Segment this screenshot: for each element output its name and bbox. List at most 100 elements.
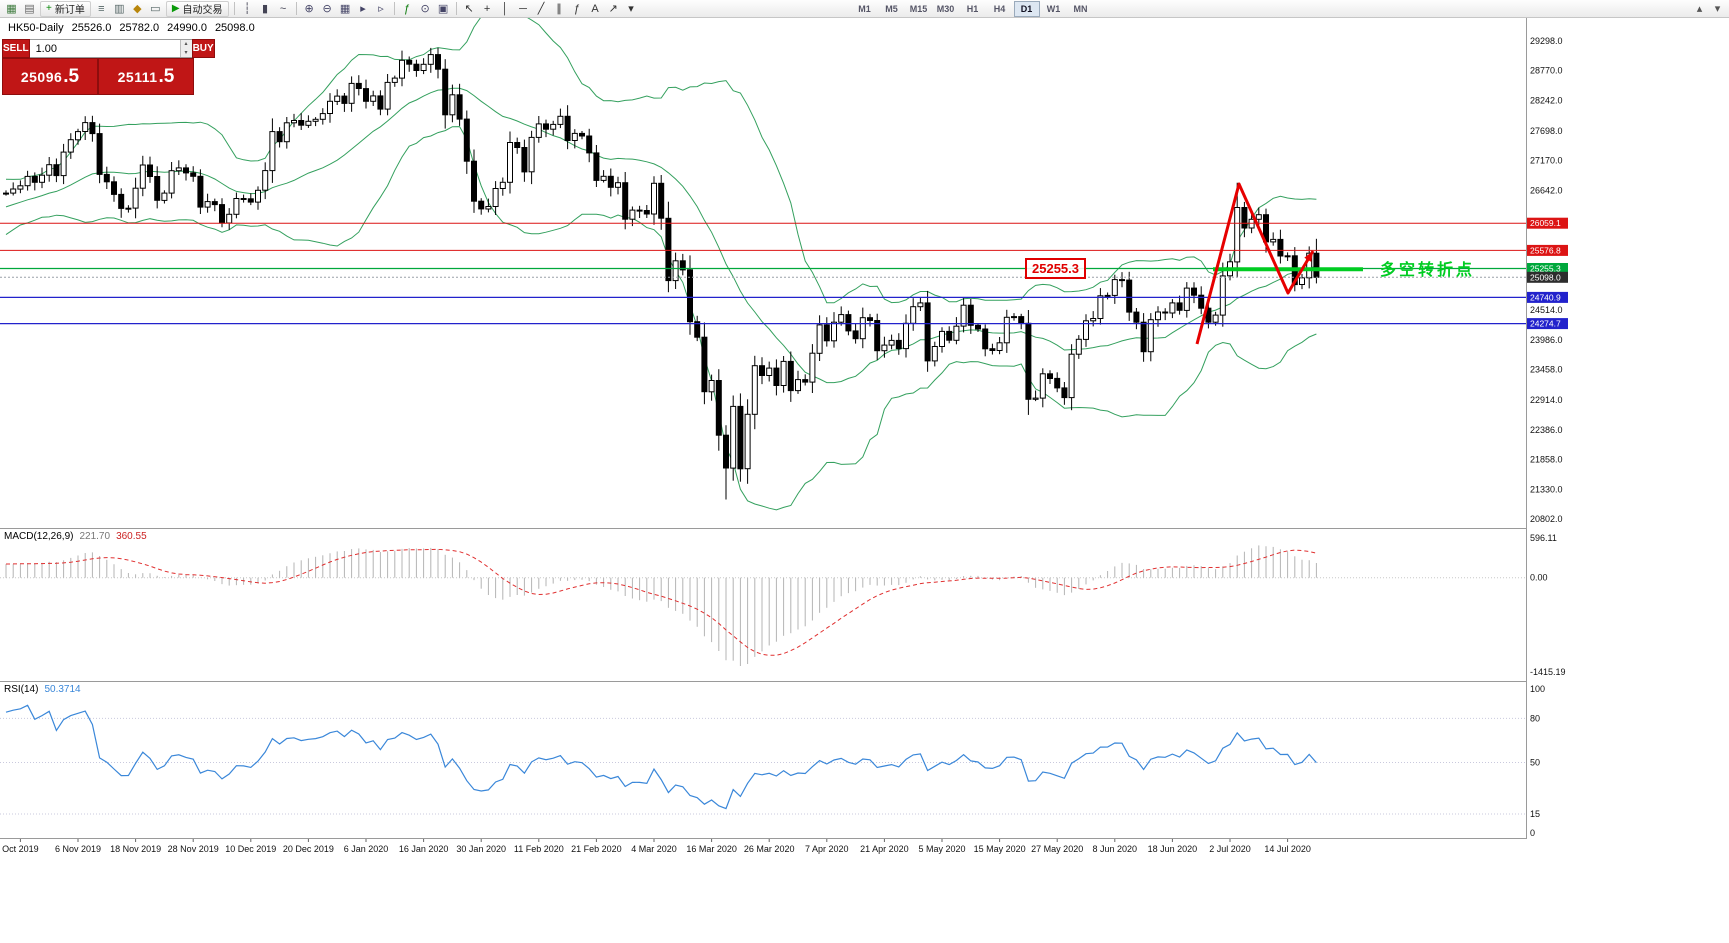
arrows-icon[interactable]: ↗ <box>608 3 618 15</box>
svg-text:6 Nov 2019: 6 Nov 2019 <box>55 844 101 854</box>
profiles-icon[interactable]: ▤ <box>24 3 35 15</box>
channel-icon[interactable]: ∥ <box>556 3 562 15</box>
svg-text:8 Jun 2020: 8 Jun 2020 <box>1093 844 1138 854</box>
svg-text:7 Apr 2020: 7 Apr 2020 <box>805 844 849 854</box>
templates-icon[interactable]: ▣ <box>437 3 449 15</box>
ohlc-high: 25782.0 <box>119 22 160 34</box>
one-click-trading-panel: SELL ▴▾ BUY 25096.5 25111.5 <box>2 39 215 95</box>
new-order-button[interactable]: + 新订单 <box>40 0 91 17</box>
svg-text:15 May 2020: 15 May 2020 <box>974 844 1026 854</box>
macd-signal-value: 360.55 <box>116 531 147 542</box>
volume-input[interactable] <box>29 40 180 57</box>
price-axis[interactable] <box>1527 18 1568 858</box>
ohlc-low: 24990.0 <box>167 22 207 34</box>
buy-button[interactable]: BUY <box>191 39 215 58</box>
rsi-axis-label: 100 <box>1530 684 1545 694</box>
svg-text:18 Nov 2019: 18 Nov 2019 <box>110 844 161 854</box>
timeframe-m30-button[interactable]: M30 <box>936 3 955 14</box>
timeframe-m15-button[interactable]: M15 <box>909 3 928 14</box>
macd-title: MACD(12,26,9) <box>4 531 74 542</box>
crosshair-icon[interactable]: + <box>483 2 491 15</box>
svg-text:27 May 2020: 27 May 2020 <box>1031 844 1083 854</box>
cursor-icon[interactable]: ↖ <box>464 3 474 15</box>
auto-scroll-icon[interactable]: ▸ <box>360 3 366 15</box>
rsi-title: RSI(14) <box>4 684 39 695</box>
svg-text:27698.0: 27698.0 <box>1530 126 1563 136</box>
macd-main-value: 221.70 <box>79 531 111 542</box>
bollinger-bands <box>5 18 1317 511</box>
svg-text:21 Feb 2020: 21 Feb 2020 <box>571 844 622 854</box>
horizontal-line-icon[interactable]: ─ <box>519 2 527 15</box>
shapes-dropdown[interactable]: ▾ <box>628 3 634 15</box>
volume-up-button[interactable]: ▴ <box>180 40 192 49</box>
rsi-axis-label: 0 <box>1530 828 1535 838</box>
svg-text:5 May 2020: 5 May 2020 <box>918 844 965 854</box>
svg-text:2 Jul 2020: 2 Jul 2020 <box>1209 844 1251 854</box>
ohlc-close: 25098.0 <box>214 22 255 34</box>
candle-chart-icon[interactable]: ▮ <box>262 3 269 15</box>
svg-text:25098.0: 25098.0 <box>1530 272 1561 282</box>
timeframe-m1-button[interactable]: M1 <box>858 3 871 14</box>
timeframe-mn-button[interactable]: MN <box>1073 3 1088 14</box>
chart-canvas[interactable]: 29298.0 28770.0 28242.0 27698.0 27170.0 26642… <box>0 18 1568 858</box>
svg-text:21858.0: 21858.0 <box>1530 455 1563 465</box>
svg-text:23458.0: 23458.0 <box>1530 365 1563 375</box>
timeframe-h1-button[interactable]: H1 <box>966 3 979 14</box>
sell-button[interactable]: SELL <box>2 39 30 58</box>
scroll-up-icon[interactable]: ▴ <box>1696 3 1703 15</box>
chart-shift-icon[interactable]: ▹ <box>378 3 384 15</box>
turning-point-label[interactable]: 多空转折点 <box>1380 262 1476 279</box>
buy-price-button[interactable]: 25111.5 <box>98 58 194 95</box>
zigzag-arrow[interactable] <box>1195 182 1315 345</box>
timeframe-h4-button[interactable]: H4 <box>993 3 1006 14</box>
sell-price-pip: .5 <box>63 65 80 87</box>
market-watch-icon[interactable]: ≡ <box>98 2 105 15</box>
price-callout[interactable]: 25255.3 <box>1025 258 1086 279</box>
pane-separators <box>0 18 1568 839</box>
time-axis[interactable]: Oct 2019 6 Nov 2019 18 Nov 2019 28 Nov 2019… <box>2 839 1311 854</box>
zoom-out-icon[interactable]: ⊖ <box>322 3 332 15</box>
sell-price: 25096 <box>20 68 63 85</box>
timeframe-w1-button[interactable]: W1 <box>1046 3 1061 14</box>
svg-text:24274.7: 24274.7 <box>1530 319 1561 329</box>
terminal-icon[interactable]: ▭ <box>150 3 161 15</box>
periods-icon[interactable]: ⊙ <box>420 3 430 15</box>
svg-text:24514.0: 24514.0 <box>1530 305 1563 315</box>
svg-text:25255.3: 25255.3 <box>1530 264 1561 274</box>
trendline-icon[interactable]: ╱ <box>537 3 545 15</box>
tile-windows-icon[interactable]: ▦ <box>339 3 351 15</box>
sell-price-button[interactable]: 25096.5 <box>2 58 98 95</box>
text-icon[interactable]: A <box>591 2 599 15</box>
svg-text:25576.8: 25576.8 <box>1530 245 1561 255</box>
timeframe-d1-button[interactable]: D1 <box>1013 0 1040 17</box>
volume-down-button[interactable]: ▾ <box>180 48 192 57</box>
autotrade-button-icon: ▶ <box>171 3 180 14</box>
chart-ohlc-header: HK50-Daily 25526.0 25782.0 24990.0 25098… <box>8 22 255 34</box>
timeframe-m5-button[interactable]: M5 <box>885 3 898 14</box>
new-chart-icon[interactable]: ▦ <box>6 3 17 15</box>
svg-text:28770.0: 28770.0 <box>1530 66 1563 76</box>
svg-text:21 Apr 2020: 21 Apr 2020 <box>860 844 909 854</box>
macd-axis-label: 596.11 <box>1530 533 1557 543</box>
rsi-pane <box>0 704 1526 815</box>
toolbar-separator <box>455 2 457 15</box>
rsi-axis-label: 50 <box>1530 758 1540 768</box>
navigator-icon[interactable]: ◆ <box>133 3 142 15</box>
scroll-down-icon[interactable]: ▾ <box>1714 3 1721 15</box>
svg-text:10 Dec 2019: 10 Dec 2019 <box>225 844 276 854</box>
svg-text:26 Mar 2020: 26 Mar 2020 <box>744 844 795 854</box>
vertical-line-icon[interactable]: │ <box>501 2 509 15</box>
bar-chart-icon[interactable]: ┆ <box>243 3 251 15</box>
fibonacci-icon[interactable]: ƒ <box>573 2 581 15</box>
autotrade-button[interactable]: ▶ 自动交易 <box>165 0 229 17</box>
zoom-in-icon[interactable]: ⊕ <box>304 3 314 15</box>
macd-axis-label: 0.00 <box>1530 573 1548 583</box>
line-chart-icon[interactable]: ~ <box>279 2 287 15</box>
rsi-axis-label: 15 <box>1530 809 1540 819</box>
indicators-icon[interactable]: ƒ <box>403 2 411 15</box>
svg-text:23986.0: 23986.0 <box>1530 335 1563 345</box>
svg-text:21330.0: 21330.0 <box>1530 484 1563 494</box>
svg-text:26059.1: 26059.1 <box>1530 218 1561 228</box>
data-window-icon[interactable]: ▥ <box>114 3 125 15</box>
